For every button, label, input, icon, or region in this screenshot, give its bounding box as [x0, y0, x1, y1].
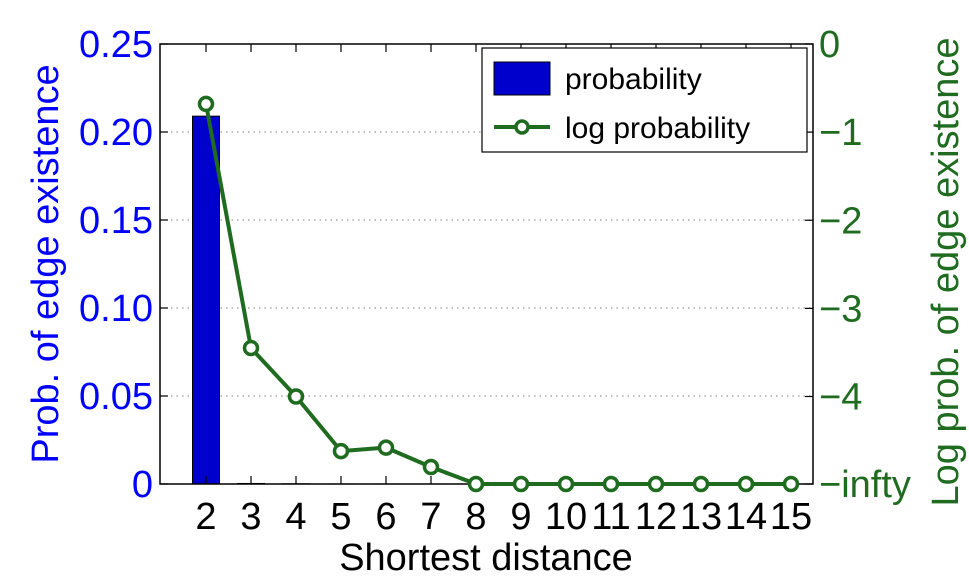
left-axis-tick-label: 0.20 [79, 112, 153, 154]
log-probability-marker [602, 475, 620, 493]
right-axis-tick-label: −3 [819, 288, 862, 330]
legend-label-log-probability: log probability [565, 112, 750, 145]
right-axis-tick-label: −2 [819, 200, 862, 242]
log-probability-marker [467, 475, 485, 493]
right-axis-tick-label: −4 [819, 377, 862, 419]
bar [192, 115, 220, 485]
log-probability-marker [377, 439, 395, 456]
log-probability-marker [557, 475, 575, 493]
x-axis-tick-label: 4 [285, 496, 306, 538]
left-axis-tick-label: 0 [132, 464, 153, 506]
log-probability-marker [647, 475, 665, 493]
x-axis-tick-label: 12 [635, 496, 677, 538]
x-axis-tick-labels: 2 3 4 5 6 7 8 9 10 11 12 13 14 15 [195, 496, 812, 538]
left-axis-tick-label: 0.15 [79, 200, 153, 242]
x-axis-tick-label: 2 [195, 496, 216, 538]
log-probability-marker [512, 475, 530, 493]
left-axis-title: Prob. of edge existence [25, 64, 67, 463]
left-axis-tick-label: 0.05 [79, 376, 153, 418]
left-axis-tick-label: 0.25 [79, 24, 153, 66]
legend-label-probability: probability [565, 63, 702, 96]
left-axis-tick-labels: 0 0.05 0.10 0.15 0.20 0.25 [79, 24, 153, 506]
log-probability-marker [242, 339, 260, 357]
right-axis-tick-label: 0 [819, 24, 840, 66]
log-probability-marker [737, 475, 755, 493]
log-probability-marker [287, 388, 305, 405]
x-axis-tick-label: 11 [591, 496, 630, 538]
log-probability-marker [782, 475, 800, 493]
x-axis-tick-label: 7 [420, 496, 441, 538]
right-axis-title: Log prob. of edge existence [925, 37, 967, 506]
log-probability-marker [332, 442, 350, 460]
line-series [197, 95, 800, 493]
x-axis-tick-label: 6 [375, 496, 396, 538]
x-axis-tick-label: 8 [465, 496, 486, 538]
right-axis-tick-label: −1 [819, 112, 862, 154]
left-axis-tick-label: 0.10 [79, 288, 153, 330]
x-axis-title: Shortest distance [339, 537, 633, 578]
legend: probability log probability [481, 47, 808, 153]
legend-marker-log-probability [514, 119, 530, 135]
right-axis-tick-labels: −infty −4 −3 −2 −1 0 [819, 24, 911, 506]
x-axis-tick-label: 5 [330, 496, 351, 538]
log-probability-marker [692, 475, 710, 493]
log-probability-marker [422, 458, 440, 476]
right-axis-tick-label: −infty [819, 464, 911, 506]
x-axis-tick-label: 15 [770, 496, 812, 538]
x-axis-tick-label: 13 [680, 496, 722, 538]
log-probability-marker [197, 95, 215, 113]
x-axis-tick-label: 14 [725, 496, 767, 538]
x-axis-tick-label: 10 [545, 496, 587, 538]
x-axis-tick-label: 3 [240, 496, 261, 538]
x-axis-tick-label: 9 [510, 496, 531, 538]
bar-series [192, 115, 445, 485]
log-probability-line [204, 103, 791, 486]
legend-swatch-probability [493, 61, 551, 96]
